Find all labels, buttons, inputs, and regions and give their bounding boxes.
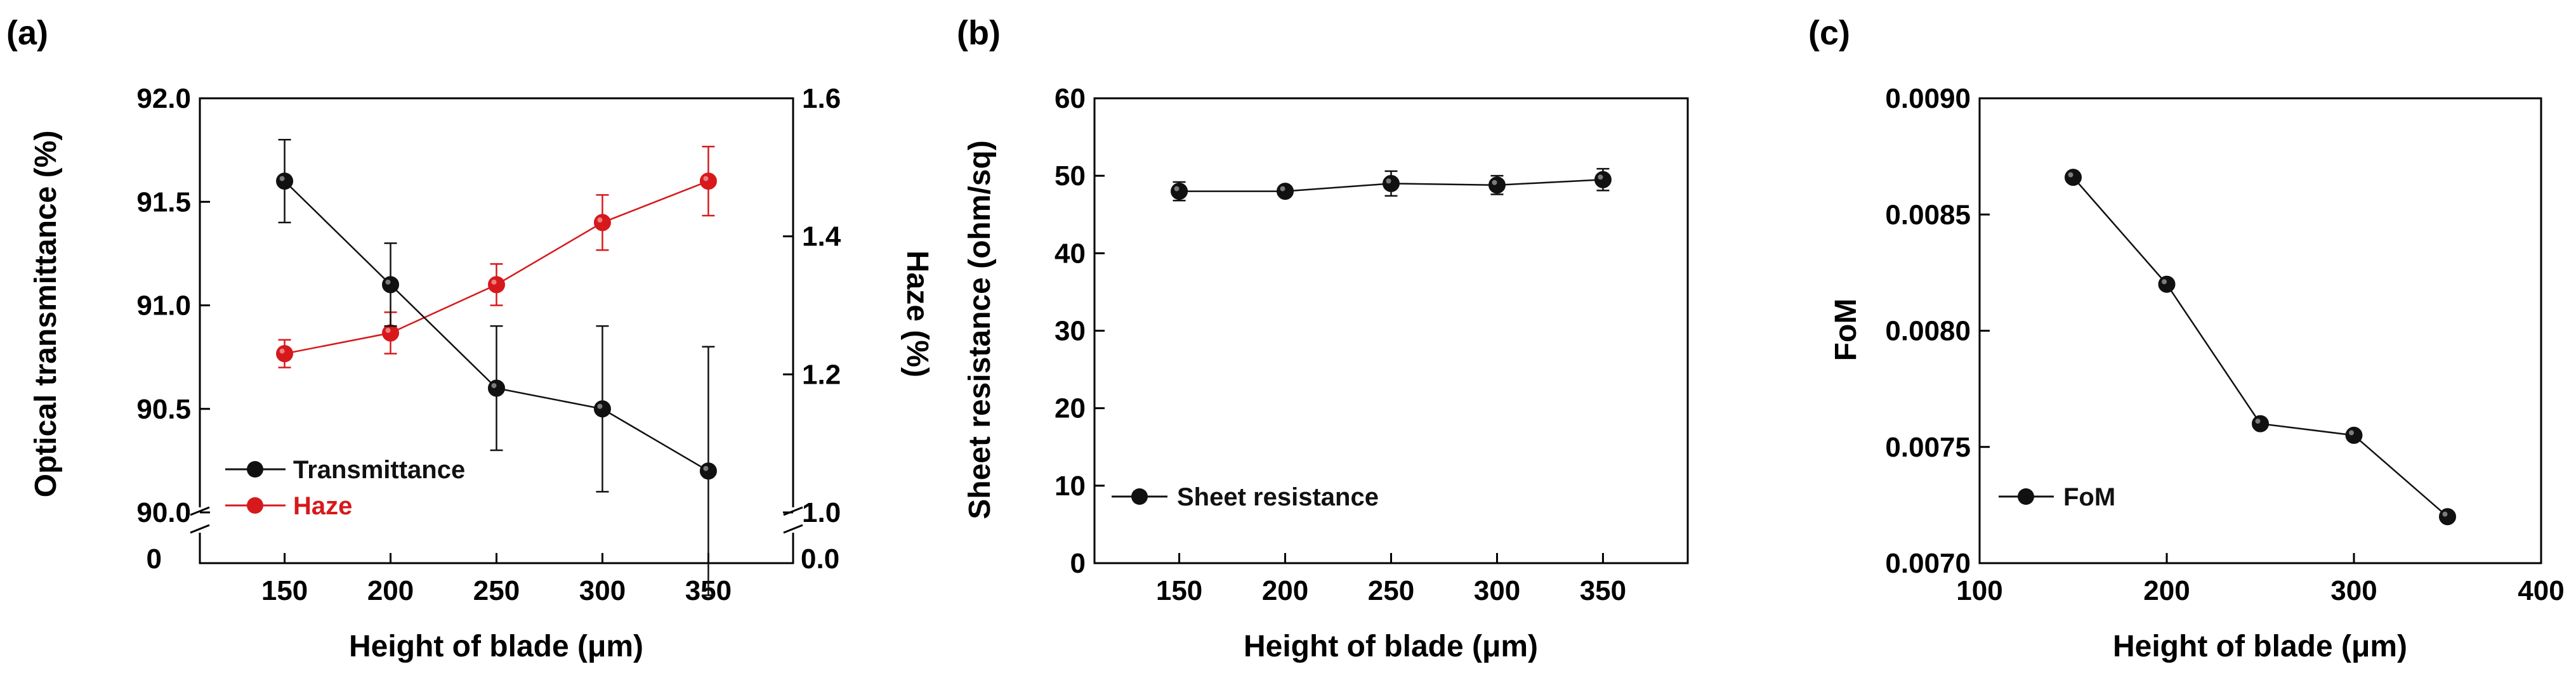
right-axis-break-label: 0.0	[801, 543, 839, 575]
panel-c-series	[2065, 169, 2456, 526]
y-tick-label: 90.0	[136, 497, 191, 528]
transmittance-point	[488, 379, 505, 397]
panel-b-legend: Sheet resistance	[1112, 483, 1379, 511]
transmittance-point	[699, 462, 717, 480]
legend-haze-label: Haze	[293, 492, 352, 520]
x-tick-label: 300	[2330, 575, 2377, 606]
y-tick-label: 1.6	[802, 83, 841, 114]
fom-point	[2439, 508, 2456, 526]
y-tick-label: 91.0	[136, 290, 191, 322]
panel-b-x-ticks: 150 200 250 300 350	[1156, 553, 1626, 606]
panel-c-x-ticks: 100 200 300 400	[1956, 553, 2565, 606]
fom-point	[2345, 426, 2363, 444]
panel-b: (b) 150 200 250 300 350 0 10 20 30 40 50 60 Height…	[957, 14, 1689, 663]
haze-point	[593, 214, 611, 231]
x-tick-label: 100	[1956, 575, 2002, 606]
y-tick-label: 50	[1055, 160, 1086, 192]
y-tick-label: 0.0085	[1885, 199, 1971, 230]
sheet-resistance-point	[1277, 183, 1294, 200]
transmittance-point	[382, 276, 400, 294]
y-tick-label: 10	[1055, 471, 1086, 502]
haze-point	[488, 276, 505, 294]
panel-b-label: (b)	[957, 14, 1001, 52]
y-tick-label: 1.0	[802, 497, 841, 528]
x-tick-label: 250	[1368, 575, 1414, 606]
panel-b-y-ticks: 0 10 20 30 40 50 60	[1055, 83, 1105, 579]
x-tick-label: 350	[1580, 575, 1626, 606]
y-tick-label: 30	[1055, 316, 1086, 347]
panel-a-left-y-axis-title: Optical transmittance (%)	[29, 131, 63, 498]
y-tick-label: 60	[1055, 83, 1086, 114]
panel-a-x-axis-title: Height of blade (μm)	[349, 630, 643, 663]
panel-a-label: (a)	[6, 14, 48, 52]
panel-b-y-axis-title: Sheet resistance (ohm/sq)	[963, 140, 997, 519]
panel-c-y-ticks: 0.0070 0.0075 0.0080 0.0085 0.0090	[1885, 83, 1990, 579]
x-tick-label: 150	[261, 575, 308, 606]
x-tick-label: 300	[579, 575, 626, 606]
right-axis-break-marks	[783, 506, 803, 534]
y-tick-label: 0.0070	[1885, 548, 1971, 579]
legend-haze: Haze	[225, 492, 352, 520]
panel-a-right-y-axis-title: Haze (%)	[900, 250, 934, 377]
panel-a-legend: Transmittance Haze	[225, 456, 465, 520]
fom-point	[2158, 275, 2176, 293]
panel-a-left-y-ticks: 90.0 90.5 91.0 91.5 92.0	[136, 83, 210, 564]
sheet-resistance-point	[1594, 171, 1612, 188]
panel-c-x-axis-title: Height of blade (μm)	[2113, 630, 2407, 663]
panel-c-legend: FoM	[1999, 483, 2115, 511]
panel-a-x-ticks: 150 200 250 300 350	[261, 553, 732, 606]
transmittance-point	[276, 172, 294, 190]
y-tick-label: 20	[1055, 393, 1086, 424]
fom-point	[2252, 415, 2269, 433]
panel-b-x-axis-title: Height of blade (μm)	[1244, 630, 1538, 663]
legend-fom-label: FoM	[2063, 483, 2115, 511]
panel-c: (c) 100 200 300 400 0.0070 0.0075 0.0080 0.008…	[1808, 14, 2565, 663]
y-tick-label: 92.0	[136, 83, 191, 114]
legend-transmittance-label: Transmittance	[293, 456, 465, 484]
y-tick-label: 90.5	[136, 394, 191, 425]
left-axis-break-marks	[190, 506, 210, 534]
x-tick-label: 200	[1262, 575, 1308, 606]
x-tick-label: 200	[367, 575, 414, 606]
y-tick-label: 0.0080	[1885, 316, 1971, 347]
panel-a-frame-upper	[199, 97, 794, 507]
y-tick-label: 1.2	[802, 359, 841, 390]
x-tick-label: 200	[2143, 575, 2190, 606]
x-tick-label: 250	[473, 575, 520, 606]
fom-line	[2072, 176, 2448, 517]
left-axis-break-label: 0	[147, 543, 162, 575]
x-tick-label: 150	[1156, 575, 1202, 606]
legend-transmittance: Transmittance	[225, 456, 465, 484]
y-tick-label: 1.4	[802, 221, 841, 252]
sheet-resistance-point	[1488, 176, 1506, 194]
x-tick-label: 400	[2518, 575, 2564, 606]
x-tick-label: 300	[1474, 575, 1520, 606]
panel-c-label: (c)	[1808, 14, 1850, 52]
y-tick-label: 0.0090	[1885, 83, 1971, 114]
fom-point	[2065, 169, 2082, 186]
panel-b-series	[1171, 167, 1612, 202]
y-tick-label: 0	[1070, 548, 1086, 579]
sheet-resistance-point	[1171, 183, 1188, 200]
legend-sheet-resistance-label: Sheet resistance	[1177, 483, 1379, 511]
y-tick-label: 0.0075	[1885, 432, 1971, 463]
panel-a: (a) 150 200 250 300 350 90.090.591.091.592.0…	[6, 14, 934, 663]
panel-a-right-y-ticks: 1.0 1.2 1.4 1.6	[783, 83, 841, 564]
y-tick-label: 40	[1055, 238, 1086, 269]
transmittance-point	[593, 400, 611, 418]
panel-a-series	[276, 139, 717, 596]
y-tick-label: 91.5	[136, 186, 191, 218]
haze-point	[382, 324, 400, 342]
panel-c-y-axis-title: FoM	[1829, 299, 1863, 361]
haze-point	[276, 345, 294, 363]
haze-point	[699, 172, 717, 190]
sheet-resistance-point	[1383, 174, 1400, 192]
